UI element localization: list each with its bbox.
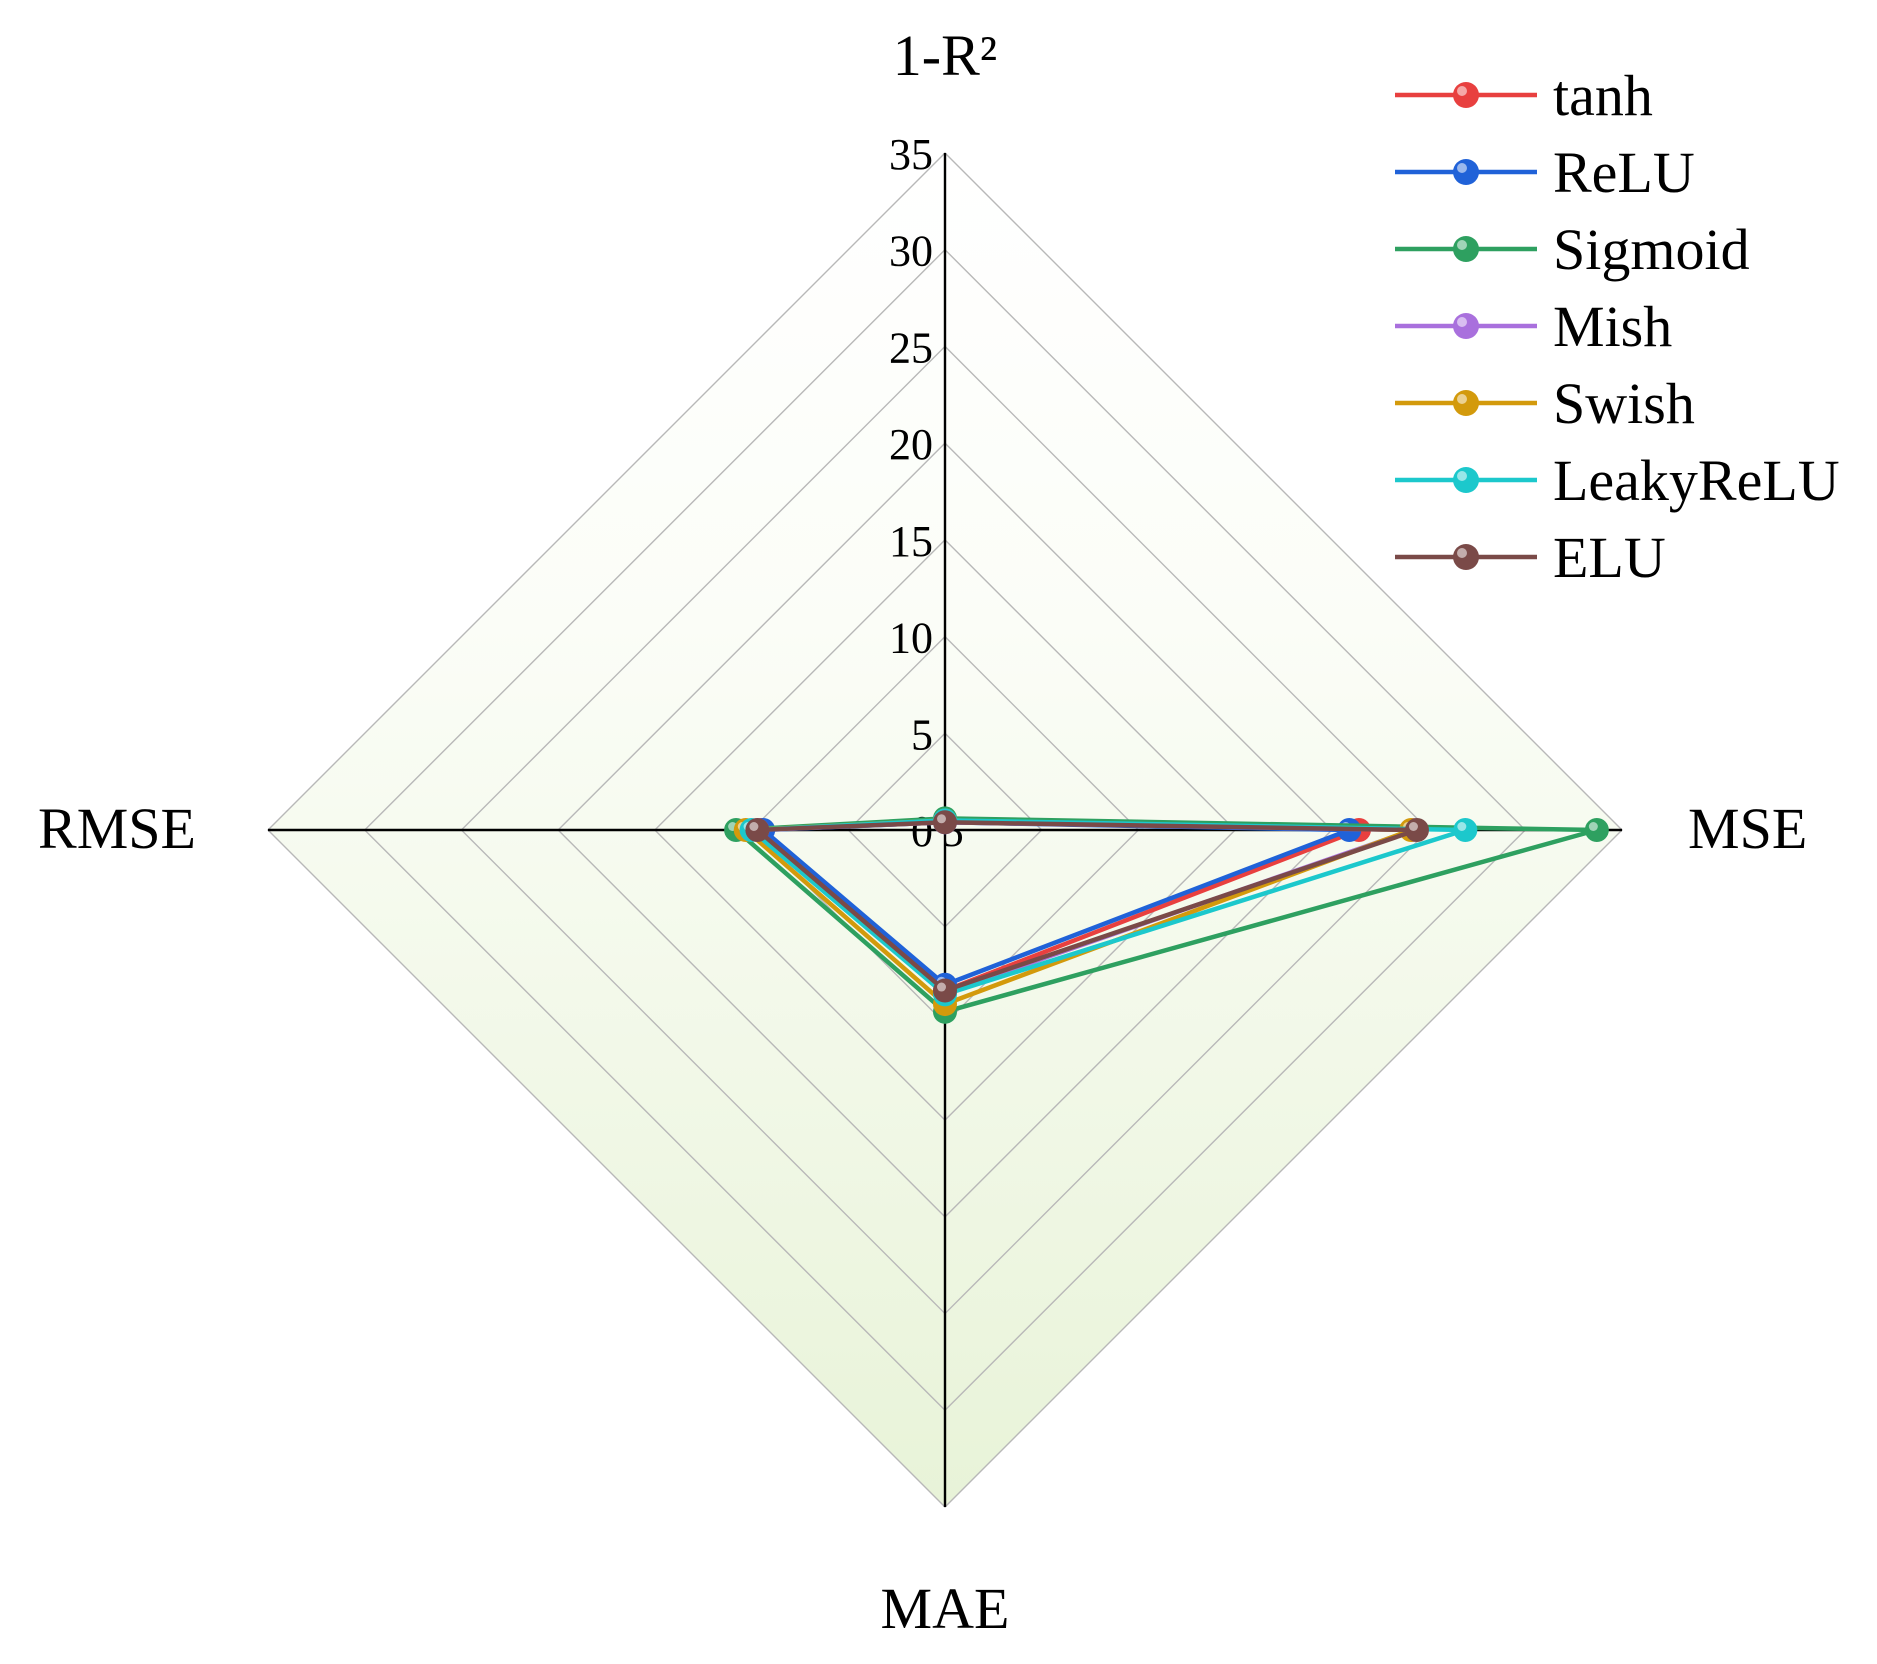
series-elu <box>745 810 1429 1003</box>
legend-label: LeakyReLU <box>1553 448 1840 513</box>
legend-label: Sigmoid <box>1553 217 1750 282</box>
legend-item-relu: ReLU <box>1395 140 1695 205</box>
tick-label: 10 <box>889 614 933 663</box>
legend-label: ELU <box>1553 525 1666 590</box>
radar-series <box>724 806 1609 1024</box>
series-point <box>933 978 957 1003</box>
series-point <box>745 818 770 842</box>
point-highlight <box>937 982 946 992</box>
tick-label: 5 <box>911 710 933 759</box>
tick-label: 15 <box>889 517 933 566</box>
legend-item-mish: Mish <box>1395 294 1672 359</box>
tick-label: 20 <box>889 420 933 469</box>
legend-marker-highlight <box>1457 471 1467 481</box>
legend-marker <box>1453 159 1479 185</box>
tick-label: 35 <box>889 130 933 179</box>
legend-marker-highlight <box>1457 86 1467 96</box>
legend-label: Swish <box>1553 371 1695 436</box>
legend-label: ReLU <box>1553 140 1695 205</box>
point-highlight <box>937 814 946 824</box>
legend-marker-highlight <box>1457 240 1467 250</box>
point-highlight <box>1588 822 1598 831</box>
series-point <box>933 810 957 835</box>
legend-label: tanh <box>1553 63 1653 128</box>
legend: tanh ReLU Sigmoid Mish Swish LeakyReLU ELU <box>1395 63 1840 590</box>
legend-marker-highlight <box>1457 163 1467 173</box>
legend-item-elu: ELU <box>1395 525 1666 590</box>
legend-marker-highlight <box>1457 548 1467 558</box>
series-point <box>1584 818 1609 842</box>
point-highlight <box>1457 822 1467 831</box>
legend-item-swish: Swish <box>1395 371 1695 436</box>
axis-title-left: RMSE <box>38 796 196 861</box>
axis-title-top: 1-R² <box>893 23 997 88</box>
point-highlight <box>749 822 759 831</box>
legend-item-leakyrelu: LeakyReLU <box>1395 448 1840 513</box>
legend-item-tanh: tanh <box>1395 63 1653 128</box>
legend-marker <box>1453 467 1479 493</box>
legend-marker-highlight <box>1457 317 1467 327</box>
legend-marker <box>1453 390 1479 416</box>
legend-marker <box>1453 82 1479 108</box>
legend-marker <box>1453 313 1479 339</box>
legend-marker <box>1453 544 1479 570</box>
legend-label: Mish <box>1553 294 1672 359</box>
series-point <box>1453 818 1478 842</box>
legend-marker <box>1453 236 1479 262</box>
legend-item-sigmoid: Sigmoid <box>1395 217 1750 282</box>
legend-marker-highlight <box>1457 394 1467 404</box>
tick-label: 25 <box>889 323 933 372</box>
series-point <box>1404 818 1429 842</box>
tick-label: 0 <box>911 807 933 856</box>
axis-title-right: MSE <box>1688 796 1807 861</box>
axis-title-bottom: MAE <box>881 1576 1010 1641</box>
tick-label: 30 <box>889 227 933 276</box>
point-highlight <box>1408 822 1418 831</box>
